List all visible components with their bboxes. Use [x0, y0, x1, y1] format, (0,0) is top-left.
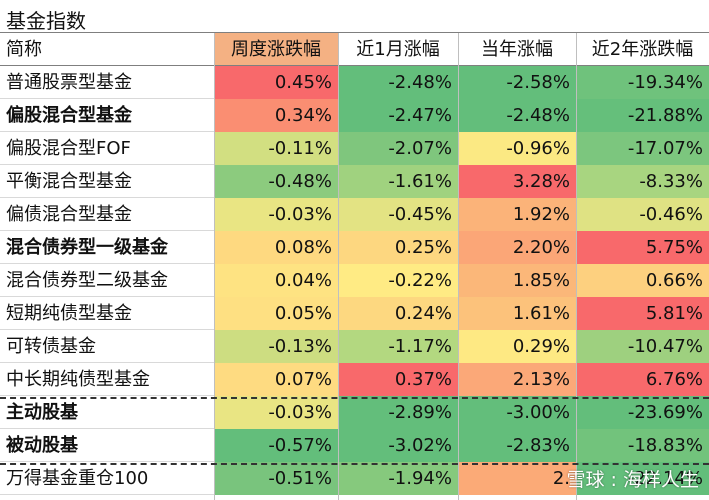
- weekly-change-cell: -0.51%: [214, 462, 338, 495]
- column-divider: [338, 33, 339, 500]
- fund-name-cell: 普通股票型基金: [0, 66, 214, 99]
- 1m-change-cell: 0.24%: [338, 297, 458, 330]
- ytd-change-cell: 0.29%: [458, 330, 576, 363]
- 2y-change-cell: -19.34%: [576, 66, 709, 99]
- table-row: 偏股混合型FOF -0.11% -2.07% -0.96% -17.07%: [0, 132, 709, 165]
- table-row: 万得基金重仓100 -0.51% -1.94% 2. -22.14%: [0, 462, 709, 495]
- fund-name-cell: 偏股混合型基金: [0, 99, 214, 132]
- 2y-change-cell: -8.33%: [576, 165, 709, 198]
- fund-name-cell: 混合债券型一级基金: [0, 231, 214, 264]
- 1m-change-cell: -0.22%: [338, 264, 458, 297]
- 1m-change-cell: -3.02%: [338, 429, 458, 462]
- fund-name-cell: 主动股基: [0, 396, 214, 429]
- fund-name-cell: 被动股基: [0, 429, 214, 462]
- 2y-change-cell: -18.83%: [576, 429, 709, 462]
- ytd-change-cell: 2.20%: [458, 231, 576, 264]
- header-1m-change: 近1月涨幅: [338, 33, 458, 66]
- 2y-change-cell: -0.46%: [576, 198, 709, 231]
- 1m-change-cell: -2.89%: [338, 396, 458, 429]
- 1m-change-cell: 0.37%: [338, 363, 458, 396]
- weekly-change-cell: 0.07%: [214, 363, 338, 396]
- 2y-change-cell: 5.75%: [576, 231, 709, 264]
- ytd-change-cell: -2.48%: [458, 99, 576, 132]
- ytd-change-cell: -2.83%: [458, 429, 576, 462]
- fund-name-cell: 偏股混合型FOF: [0, 132, 214, 165]
- header-2y-change: 近2年涨跌幅: [576, 33, 709, 66]
- ytd-change-cell: 1.61%: [458, 297, 576, 330]
- weekly-change-cell: -0.48%: [214, 165, 338, 198]
- column-divider: [214, 33, 215, 500]
- table-row: 普通股票型基金 0.45% -2.48% -2.58% -19.34%: [0, 66, 709, 99]
- table-row: 混合债券型二级基金 0.04% -0.22% 1.85% 0.66%: [0, 264, 709, 297]
- header-name: 简称: [0, 33, 214, 66]
- weekly-change-cell: 0.45%: [214, 66, 338, 99]
- fund-name-cell: 偏债混合型基金: [0, 198, 214, 231]
- 1m-change-cell: -2.47%: [338, 99, 458, 132]
- table-row: 短期纯债型基金 0.05% 0.24% 1.61% 5.81%: [0, 297, 709, 330]
- weekly-change-cell: -0.11%: [214, 132, 338, 165]
- ytd-change-cell: -2.58%: [458, 66, 576, 99]
- table-title: 基金指数: [6, 9, 86, 33]
- ytd-change-cell: 2.13%: [458, 363, 576, 396]
- fund-name-cell: 万得基金重仓100: [0, 462, 214, 495]
- 2y-change-cell: -10.47%: [576, 330, 709, 363]
- column-divider: [458, 33, 459, 500]
- weekly-change-cell: 0.34%: [214, 99, 338, 132]
- 1m-change-cell: -1.61%: [338, 165, 458, 198]
- header-weekly-change: 周度涨跌幅: [214, 33, 338, 66]
- weekly-change-cell: -0.03%: [214, 198, 338, 231]
- weekly-change-cell: -0.13%: [214, 330, 338, 363]
- group-separator: [0, 397, 709, 399]
- 2y-change-cell: -23.69%: [576, 396, 709, 429]
- ytd-change-cell: -0.96%: [458, 132, 576, 165]
- fund-name-cell: 平衡混合型基金: [0, 165, 214, 198]
- table-row: 中长期纯债型基金 0.07% 0.37% 2.13% 6.76%: [0, 363, 709, 396]
- fund-name-cell: 中长期纯债型基金: [0, 363, 214, 396]
- table-row: 主动股基 -0.03% -2.89% -3.00% -23.69%: [0, 396, 709, 429]
- watermark: 雪球 : 海样人生: [566, 469, 699, 491]
- table-title-row: 基金指数: [0, 0, 709, 33]
- group-separator: [0, 463, 709, 465]
- fund-name-cell: 短期纯债型基金: [0, 297, 214, 330]
- ytd-change-cell: 3.28%: [458, 165, 576, 198]
- 1m-change-cell: -2.48%: [338, 66, 458, 99]
- 2y-change-cell: 5.81%: [576, 297, 709, 330]
- 2y-change-cell: -21.88%: [576, 99, 709, 132]
- table-row: 混合债券型一级基金 0.08% 0.25% 2.20% 5.75%: [0, 231, 709, 264]
- 1m-change-cell: -2.07%: [338, 132, 458, 165]
- 2y-change-cell: -22.14%: [576, 462, 709, 495]
- weekly-change-cell: 0.08%: [214, 231, 338, 264]
- fund-name-cell: 可转债基金: [0, 330, 214, 363]
- column-divider: [576, 33, 577, 500]
- 1m-change-cell: -1.94%: [338, 462, 458, 495]
- table-row: 可转债基金 -0.13% -1.17% 0.29% -10.47%: [0, 330, 709, 363]
- table-row: 偏债混合型基金 -0.03% -0.45% 1.92% -0.46%: [0, 198, 709, 231]
- ytd-change-cell: 1.92%: [458, 198, 576, 231]
- table-row: 偏股混合型基金 0.34% -2.47% -2.48% -21.88%: [0, 99, 709, 132]
- 2y-change-cell: -17.07%: [576, 132, 709, 165]
- 2y-change-cell: 6.76%: [576, 363, 709, 396]
- ytd-change-cell: 2.: [458, 462, 576, 495]
- table-row: 平衡混合型基金 -0.48% -1.61% 3.28% -8.33%: [0, 165, 709, 198]
- weekly-change-cell: 0.05%: [214, 297, 338, 330]
- ytd-change-cell: 1.85%: [458, 264, 576, 297]
- weekly-change-cell: -0.57%: [214, 429, 338, 462]
- header-ytd-change: 当年涨幅: [458, 33, 576, 66]
- table-row: 被动股基 -0.57% -3.02% -2.83% -18.83%: [0, 429, 709, 462]
- header-row: 简称 周度涨跌幅 近1月涨幅 当年涨幅 近2年涨跌幅: [0, 33, 709, 66]
- 1m-change-cell: -0.45%: [338, 198, 458, 231]
- fund-name-cell: 混合债券型二级基金: [0, 264, 214, 297]
- 1m-change-cell: -1.17%: [338, 330, 458, 363]
- 1m-change-cell: 0.25%: [338, 231, 458, 264]
- ytd-change-cell: -3.00%: [458, 396, 576, 429]
- 2y-change-cell: 0.66%: [576, 264, 709, 297]
- weekly-change-cell: -0.03%: [214, 396, 338, 429]
- weekly-change-cell: 0.04%: [214, 264, 338, 297]
